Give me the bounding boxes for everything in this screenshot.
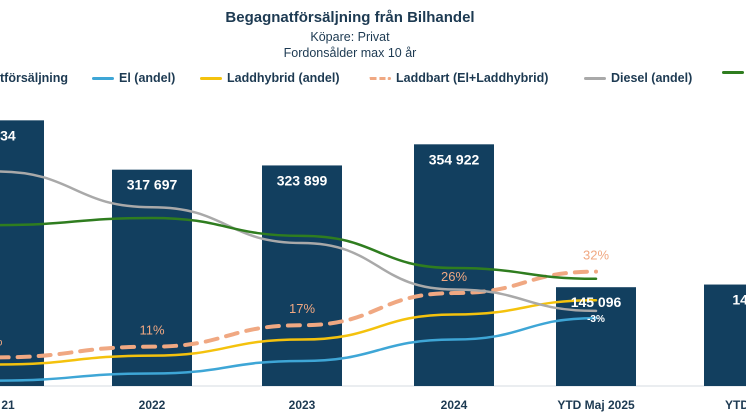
legend-label-laddbart: Laddbart (El+Laddhybrid) bbox=[396, 71, 549, 85]
legend-swatch-green bbox=[722, 71, 744, 74]
bar-0 bbox=[0, 120, 44, 386]
series-label-2-2: 17% bbox=[289, 301, 315, 316]
series-line-1 bbox=[0, 298, 598, 366]
legend-swatch-laddhybrid bbox=[200, 76, 222, 80]
series-line-0 bbox=[0, 316, 598, 382]
legend-swatch-diesel bbox=[584, 76, 606, 80]
legend-item-laddhybrid: Laddhybrid (andel) bbox=[200, 71, 340, 85]
legend-label-laddhybrid: Laddhybrid (andel) bbox=[227, 71, 340, 85]
legend-label-sales: tförsäljning bbox=[0, 71, 69, 85]
x-tick-label-5: YTD m bbox=[725, 398, 746, 412]
bar-2 bbox=[262, 165, 342, 386]
series-label-2-0: % bbox=[0, 333, 3, 348]
legend-item-el: El (andel) bbox=[92, 71, 175, 85]
series-line-3 bbox=[0, 170, 598, 313]
x-tick-label-3: 2024 bbox=[441, 398, 468, 412]
x-tick-label-1: 2022 bbox=[139, 398, 166, 412]
legend-item-diesel: Diesel (andel) bbox=[584, 71, 692, 85]
bar-label-5: 149 bbox=[732, 292, 746, 308]
legend-label-el: El (andel) bbox=[119, 71, 176, 85]
chart-subtitle-age: Fordonsålder max 10 år bbox=[283, 46, 417, 60]
chart-subtitle-buyer: Köpare: Privat bbox=[310, 30, 390, 44]
chart-title: Begagnatförsäljning från Bilhandel bbox=[225, 9, 475, 26]
x-tick-label-4: YTD Maj 2025 bbox=[557, 398, 635, 412]
x-tick-label-0: 21 bbox=[1, 398, 15, 412]
legend-swatch-laddbart bbox=[369, 76, 391, 80]
chart-legend: tförsäljning El (andel) Laddhybrid (ande… bbox=[0, 71, 746, 87]
bar-label-3: 354 922 bbox=[429, 151, 480, 167]
series-label-2-3: 26% bbox=[441, 269, 467, 284]
bar-sublabel-4: -3% bbox=[587, 314, 605, 325]
legend-item-laddbart: Laddbart (El+Laddhybrid) bbox=[369, 71, 548, 85]
legend-swatch-el bbox=[92, 76, 114, 80]
legend-item-green bbox=[722, 71, 746, 74]
bar-label-4: 145 096 bbox=[571, 294, 622, 310]
series-line-2 bbox=[0, 269, 598, 360]
bar-label-2: 323 899 bbox=[277, 172, 328, 188]
bar-5 bbox=[704, 284, 746, 386]
bar-label-0: 134 bbox=[0, 127, 16, 143]
x-tick-label-2: 2023 bbox=[289, 398, 316, 412]
legend-item-sales: tförsäljning bbox=[0, 71, 68, 85]
legend-label-diesel: Diesel (andel) bbox=[611, 71, 693, 85]
series-label-2-4: 32% bbox=[583, 248, 609, 263]
series-line-4 bbox=[0, 216, 598, 280]
bar-4 bbox=[556, 287, 636, 386]
series-label-2-1: 11% bbox=[139, 323, 164, 338]
bar-label-1: 317 697 bbox=[127, 177, 178, 193]
bar-3 bbox=[414, 144, 494, 386]
